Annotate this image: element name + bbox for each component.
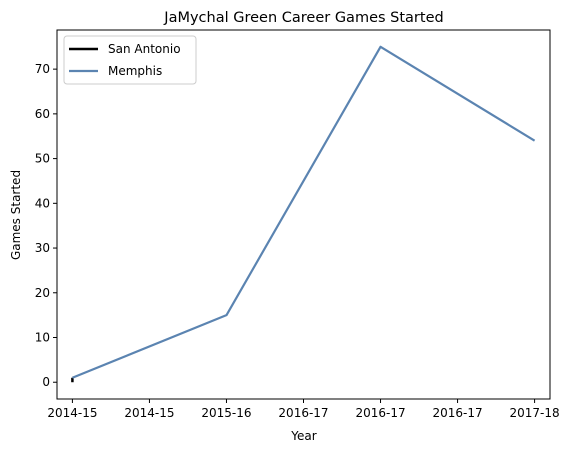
y-tick-label: 70 (35, 62, 50, 76)
legend-entry-label: Memphis (108, 64, 162, 78)
series-line-memphis (71, 45, 536, 379)
plot-area: 2014-15 2014-15 2015-16 2016-17 2016-17 2016-… (35, 29, 560, 420)
legend: San Antonio Memphis (63, 35, 197, 85)
x-tick-label: 2017-18 (510, 406, 560, 420)
y-axis-label: Games Started (9, 170, 23, 260)
y-tick-label: 0 (42, 375, 50, 389)
y-tick-label: 60 (35, 107, 50, 121)
x-axis-label: Year (290, 429, 316, 443)
x-tick-label: 2015-16 (201, 406, 251, 420)
y-tick-label: 30 (35, 241, 50, 255)
x-tick-label: 2016-17 (432, 406, 482, 420)
x-tick-label: 2014-15 (47, 406, 97, 420)
y-tick-label: 20 (35, 286, 50, 300)
x-tick-label: 2016-17 (355, 406, 405, 420)
chart-title: JaMychal Green Career Games Started (163, 10, 443, 26)
y-tick-label: 10 (35, 331, 50, 345)
x-tick-label: 2016-17 (278, 406, 328, 420)
y-tick-label: 50 (35, 152, 50, 166)
x-tick-label: 2014-15 (124, 406, 174, 420)
legend-entry-label: San Antonio (108, 42, 181, 56)
y-tick-label: 40 (35, 196, 50, 210)
